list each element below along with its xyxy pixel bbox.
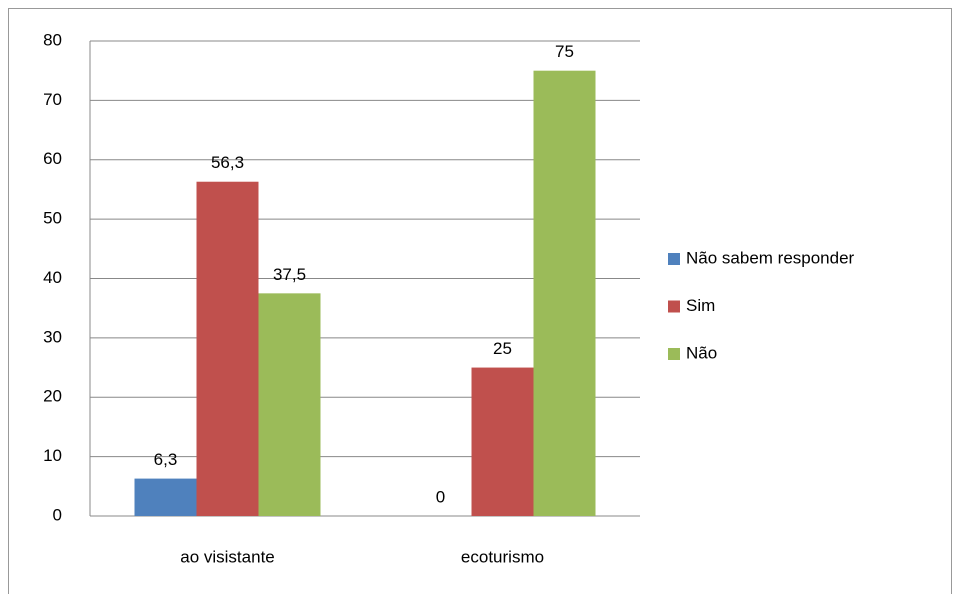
y-tick-label: 30 [43, 327, 62, 346]
y-tick-label: 20 [43, 387, 62, 406]
legend-swatch [668, 253, 680, 265]
value-label: 37,5 [273, 265, 306, 284]
value-label: 56,3 [211, 153, 244, 172]
value-label: 25 [493, 339, 512, 358]
value-label: 75 [555, 42, 574, 61]
bar [134, 478, 197, 516]
y-tick-label: 80 [43, 30, 62, 49]
bar [196, 181, 259, 516]
x-tick-label: ecoturismo [461, 547, 544, 566]
bar [258, 293, 321, 516]
legend-label: Não sabem responder [686, 248, 855, 267]
legend-label: Sim [686, 296, 715, 315]
y-tick-label: 0 [53, 505, 62, 524]
x-tick-label: ao visistante [180, 547, 275, 566]
legend-swatch [668, 300, 680, 313]
y-tick-label: 50 [43, 209, 62, 228]
y-tick-label: 10 [43, 446, 62, 465]
y-tick-label: 40 [43, 268, 62, 287]
legend-label: Não [686, 343, 717, 362]
value-label: 0 [436, 487, 445, 506]
legend-swatch [668, 348, 680, 360]
bar [533, 70, 596, 516]
bar [471, 367, 534, 516]
y-tick-label: 70 [43, 90, 62, 109]
value-label: 6,3 [154, 450, 178, 469]
y-tick-label: 60 [43, 149, 62, 168]
